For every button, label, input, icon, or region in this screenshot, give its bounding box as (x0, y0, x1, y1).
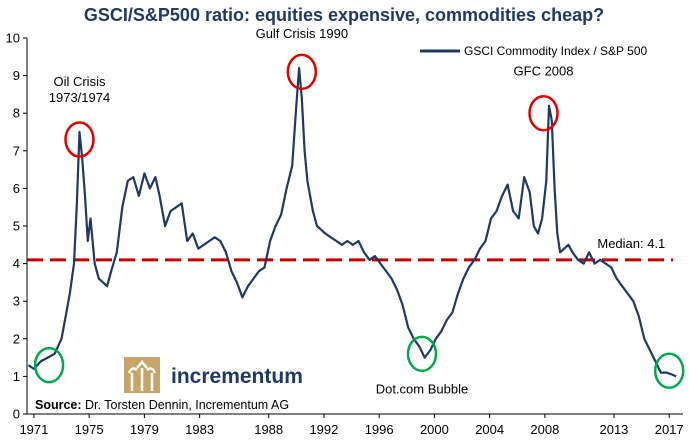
y-tick-label: 2 (13, 331, 20, 346)
x-tick-label: 1996 (365, 422, 394, 437)
series-layer (27, 66, 677, 378)
x-tick-label: 1979 (130, 422, 159, 437)
annotation-label: GFC 2008 (514, 64, 574, 79)
highlight-circle (653, 352, 685, 390)
y-tick-label: 5 (13, 219, 20, 234)
highlight-circles (33, 53, 685, 390)
y-tick-label: 9 (13, 68, 20, 83)
legend-label: GSCI Commodity Index / S&P 500 (464, 44, 648, 58)
chart-title: GSCI/S&P500 ratio: equities expensive, c… (84, 5, 604, 25)
x-tick-label: 2008 (530, 422, 559, 437)
logo-mark-tree (127, 360, 157, 391)
y-tick-label: 10 (6, 31, 20, 46)
logo-text: incrementum (171, 365, 303, 388)
highlight-circle (33, 346, 65, 384)
x-tick-label: 1971 (19, 422, 48, 437)
y-tick-label: 1 (13, 369, 20, 384)
x-tick-label: 1983 (185, 422, 214, 437)
source-text: Dr. Torsten Dennin, Incrementum AG (82, 398, 290, 412)
highlight-circle (64, 121, 95, 158)
y-tick-label: 8 (13, 106, 20, 121)
x-tick-label: 2017 (655, 422, 684, 437)
x-axis: 1971 1975 1979 1983 1988 1992 1996 2000 2004 2008… (19, 413, 684, 437)
annotation-label: 1973/1974 (49, 90, 110, 105)
y-axis: 0 1 2 3 4 5 6 7 8 9 10 (6, 31, 28, 422)
annotation-label: Oil Crisis (53, 74, 105, 89)
y-tick-label: 7 (13, 143, 20, 158)
y-tick-label: 3 (13, 294, 20, 309)
y-tick-label: 4 (13, 256, 20, 271)
source-note: Source: Dr. Torsten Dennin, Incrementum … (35, 398, 289, 412)
annotation-label: Dot.com Bubble (376, 382, 469, 397)
x-tick-label: 1988 (254, 422, 283, 437)
annotation-label: Gulf Crisis 1990 (256, 26, 348, 41)
incrementum-logo: incrementum (124, 357, 303, 393)
highlight-circle (286, 53, 318, 91)
x-tick-label: 1975 (75, 422, 104, 437)
y-tick-label: 6 (13, 181, 20, 196)
x-tick-label: 1992 (309, 422, 338, 437)
median-label: Median: 4.1 (597, 236, 665, 251)
x-tick-label: 2000 (420, 422, 449, 437)
x-tick-label: 2013 (599, 422, 628, 437)
y-tick-label: 0 (13, 407, 20, 422)
x-tick-label: 2004 (475, 422, 504, 437)
source-label: Source: (35, 398, 82, 412)
highlight-circle (528, 94, 559, 132)
legend: GSCI Commodity Index / S&P 500 (420, 44, 648, 58)
median-line-layer: Median: 4.1 (27, 236, 673, 262)
series-line (27, 66, 677, 378)
highlight-circle (406, 335, 438, 373)
